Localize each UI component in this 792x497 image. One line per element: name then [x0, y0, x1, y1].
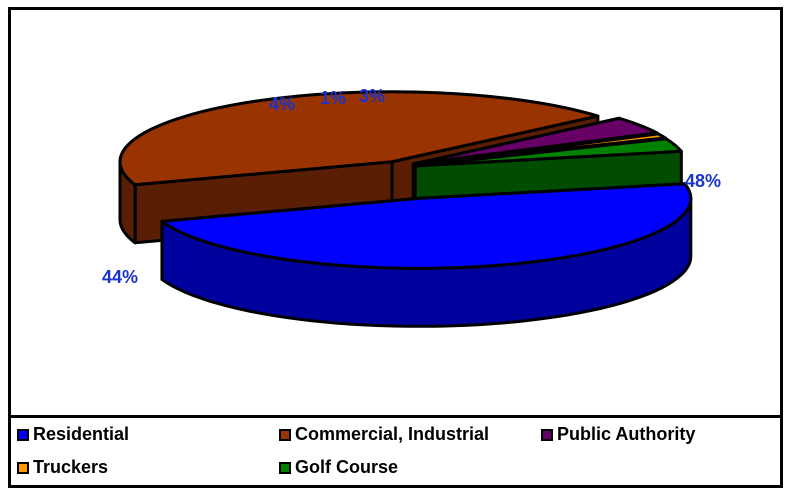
legend-label-truckers: Truckers: [33, 457, 109, 477]
legend-swatch-residential: [17, 428, 29, 441]
slice-top-golf-course: [413, 137, 683, 168]
legend-swatch-truckers: [17, 461, 29, 474]
legend-item-public-authority: Public Authority: [541, 424, 695, 445]
slice-residential: [160, 182, 693, 328]
legend-label-golf-course: Golf Course: [295, 457, 399, 477]
data-label-commercial-industrial: 44%: [102, 267, 138, 287]
legend-label-commercial-industrial: Commercial, Industrial: [295, 424, 490, 444]
slice-top-commercial-industrial: [118, 90, 600, 187]
legend-swatch-golf-course: [279, 461, 291, 474]
legend-item-commercial-industrial: Commercial, Industrial: [279, 424, 489, 445]
legend-item-golf-course: Golf Course: [279, 457, 398, 478]
data-label-residential: 48%: [685, 171, 721, 191]
legend-label-residential: Residential: [33, 424, 130, 444]
slice-top-residential: [160, 182, 693, 270]
legend-item-truckers: Truckers: [17, 457, 108, 478]
legend-divider: [8, 415, 783, 418]
data-label-public-authority: 4%: [269, 94, 295, 114]
legend-swatch-public-authority: [541, 428, 553, 441]
legend-swatch-commercial-industrial: [279, 428, 291, 441]
data-label-golf-course: 3%: [359, 86, 385, 106]
legend-item-residential: Residential: [17, 424, 129, 445]
data-label-truckers: 1%: [320, 88, 346, 108]
legend-label-public-authority: Public Authority: [557, 424, 696, 444]
